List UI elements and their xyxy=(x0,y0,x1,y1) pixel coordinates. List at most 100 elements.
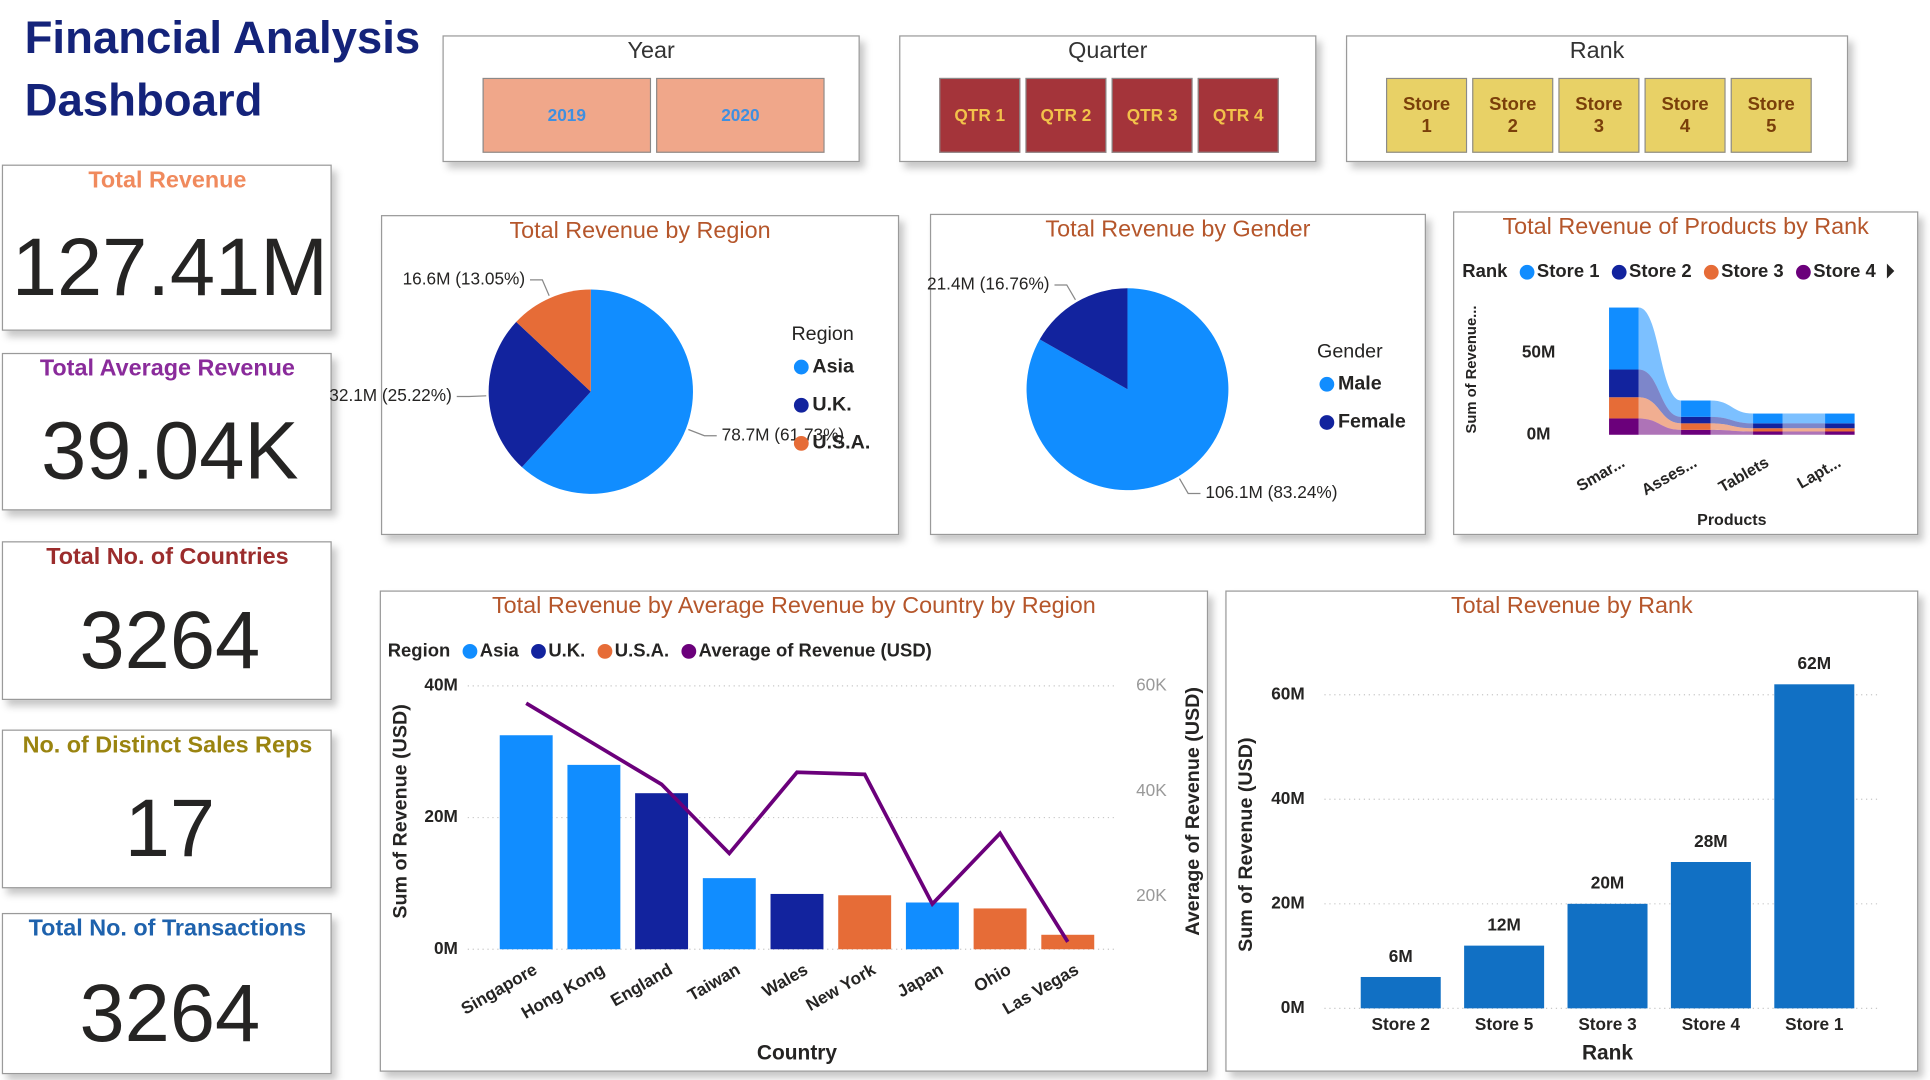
pie-slice xyxy=(521,289,693,494)
legend-marker xyxy=(793,435,809,451)
ribbon xyxy=(1638,418,1682,435)
slicer-button[interactable]: 2019 xyxy=(482,77,652,153)
y2-tick-label: 40K xyxy=(1136,780,1167,800)
pie-slice xyxy=(1039,288,1128,390)
ribbon-bar xyxy=(1753,431,1783,435)
chart-panel xyxy=(1453,211,1919,536)
card-value: 17 xyxy=(125,783,215,874)
legend-label: Store 1 xyxy=(1537,260,1600,281)
y2-tick-label: 20K xyxy=(1136,885,1167,905)
slicer-button[interactable]: 2020 xyxy=(656,77,825,153)
x-tick-label: Store 4 xyxy=(1682,1014,1741,1034)
ribbon xyxy=(1638,369,1682,424)
bar xyxy=(905,902,959,950)
y-tick-label: 0M xyxy=(434,938,458,958)
ribbon-bar xyxy=(1609,397,1639,419)
slicer-button-frame: QTR 3 xyxy=(1111,77,1193,153)
data-label: 16.6M (13.05%) xyxy=(403,268,526,288)
x-tick-label: Store 2 xyxy=(1372,1014,1430,1034)
slicer-title: Quarter xyxy=(1068,37,1147,63)
card-label: Total Revenue xyxy=(88,166,246,192)
data-label: 32.1M (25.22%) xyxy=(329,385,452,405)
x-axis-label: Products xyxy=(1697,512,1766,529)
y-tick-label: 40M xyxy=(1271,788,1304,808)
slicer-button-frame: Store 3 xyxy=(1558,77,1640,153)
ribbon-bar xyxy=(1753,423,1783,429)
slicer-button[interactable]: QTR 3 xyxy=(1111,77,1193,153)
slicer-button-frame: Store 5 xyxy=(1730,77,1812,153)
y-axis-label: Sum of Revenue... xyxy=(1464,306,1480,434)
slicer-title: Year xyxy=(628,37,675,63)
y2-axis-label: Average of Revenue (USD) xyxy=(1182,687,1204,936)
legend-marker xyxy=(1319,415,1335,430)
pie-slice xyxy=(516,289,591,392)
ribbon-bar xyxy=(1609,307,1639,370)
card-box xyxy=(1,352,332,511)
slicer-button-frame: 2019 xyxy=(482,77,652,153)
slicer-button[interactable]: QTR 4 xyxy=(1197,77,1279,153)
card-label: No. of Distinct Sales Reps xyxy=(23,731,313,757)
legend-label: Asia xyxy=(812,355,855,377)
legend-marker xyxy=(1519,264,1535,280)
ribbon-bar xyxy=(1825,431,1855,435)
chart-title: Total Revenue by Gender xyxy=(1045,216,1310,242)
bar xyxy=(770,893,824,950)
leader-line xyxy=(1178,478,1201,495)
bar xyxy=(1774,684,1855,1009)
y-tick-label: 60M xyxy=(1271,683,1304,703)
data-label: 20M xyxy=(1591,873,1624,893)
legend-label: U.K. xyxy=(548,639,585,660)
card-value: 3264 xyxy=(80,595,261,686)
ribbon xyxy=(1638,397,1682,430)
ribbon xyxy=(1710,429,1754,435)
bar xyxy=(499,735,553,950)
data-label: 78.7M (61.73%) xyxy=(722,424,845,444)
ribbon-bar xyxy=(1825,428,1855,432)
ribbon-bar xyxy=(1681,400,1711,417)
ribbon xyxy=(1638,307,1682,417)
legend-title: Region xyxy=(791,323,853,345)
card-label: Total No. of Transactions xyxy=(29,915,307,941)
chart-title: Total Revenue by Region xyxy=(509,217,770,243)
card-box xyxy=(1,541,332,701)
leader-line xyxy=(456,395,487,398)
y-tick-label: 0M xyxy=(1527,423,1551,443)
legend-marker xyxy=(1319,376,1335,392)
legend-label: U.S.A. xyxy=(615,639,669,660)
legend-title: Region xyxy=(388,639,451,660)
y-tick-label: 0M xyxy=(1281,997,1305,1017)
pie-slice xyxy=(488,321,591,468)
legend-label: Male xyxy=(1338,372,1382,394)
legend-label: Average of Revenue (USD) xyxy=(699,639,932,660)
bar xyxy=(635,793,689,950)
ribbon-bar xyxy=(1825,413,1855,424)
legend-marker xyxy=(531,644,546,659)
ribbon-bar xyxy=(1681,429,1711,435)
bar xyxy=(1360,976,1441,1009)
slicer-button[interactable]: Store 4 xyxy=(1644,77,1726,153)
y2-tick-label: 60K xyxy=(1136,674,1167,694)
slicer-button[interactable]: Store 3 xyxy=(1558,77,1640,153)
card-label: Total Average Revenue xyxy=(40,355,295,381)
ribbon-bar xyxy=(1609,418,1639,435)
ribbon xyxy=(1710,400,1754,424)
legend-marker xyxy=(462,644,478,659)
slicer-button[interactable]: QTR 1 xyxy=(939,77,1021,153)
slicer-button[interactable]: Store 2 xyxy=(1472,77,1554,153)
card-box xyxy=(1,912,332,1075)
bar xyxy=(1670,862,1751,1009)
card-label: Total No. of Countries xyxy=(46,543,288,569)
dashboard-title: Dashboard xyxy=(25,75,263,126)
x-axis-label: Country xyxy=(757,1041,838,1064)
ribbon xyxy=(1782,431,1826,435)
slicer-button[interactable]: QTR 2 xyxy=(1025,77,1107,153)
leader-line xyxy=(1054,284,1076,301)
legend-title: Rank xyxy=(1462,260,1508,281)
slicer-button-frame: Store 2 xyxy=(1472,77,1554,153)
slicer-button[interactable]: Store 1 xyxy=(1385,77,1468,153)
legend-label: Store 3 xyxy=(1721,260,1784,281)
data-label: 6M xyxy=(1389,946,1413,966)
legend-marker xyxy=(597,644,613,659)
slicer-button[interactable]: Store 5 xyxy=(1730,77,1812,153)
y-axis-label: Sum of Revenue (USD) xyxy=(1235,737,1257,951)
